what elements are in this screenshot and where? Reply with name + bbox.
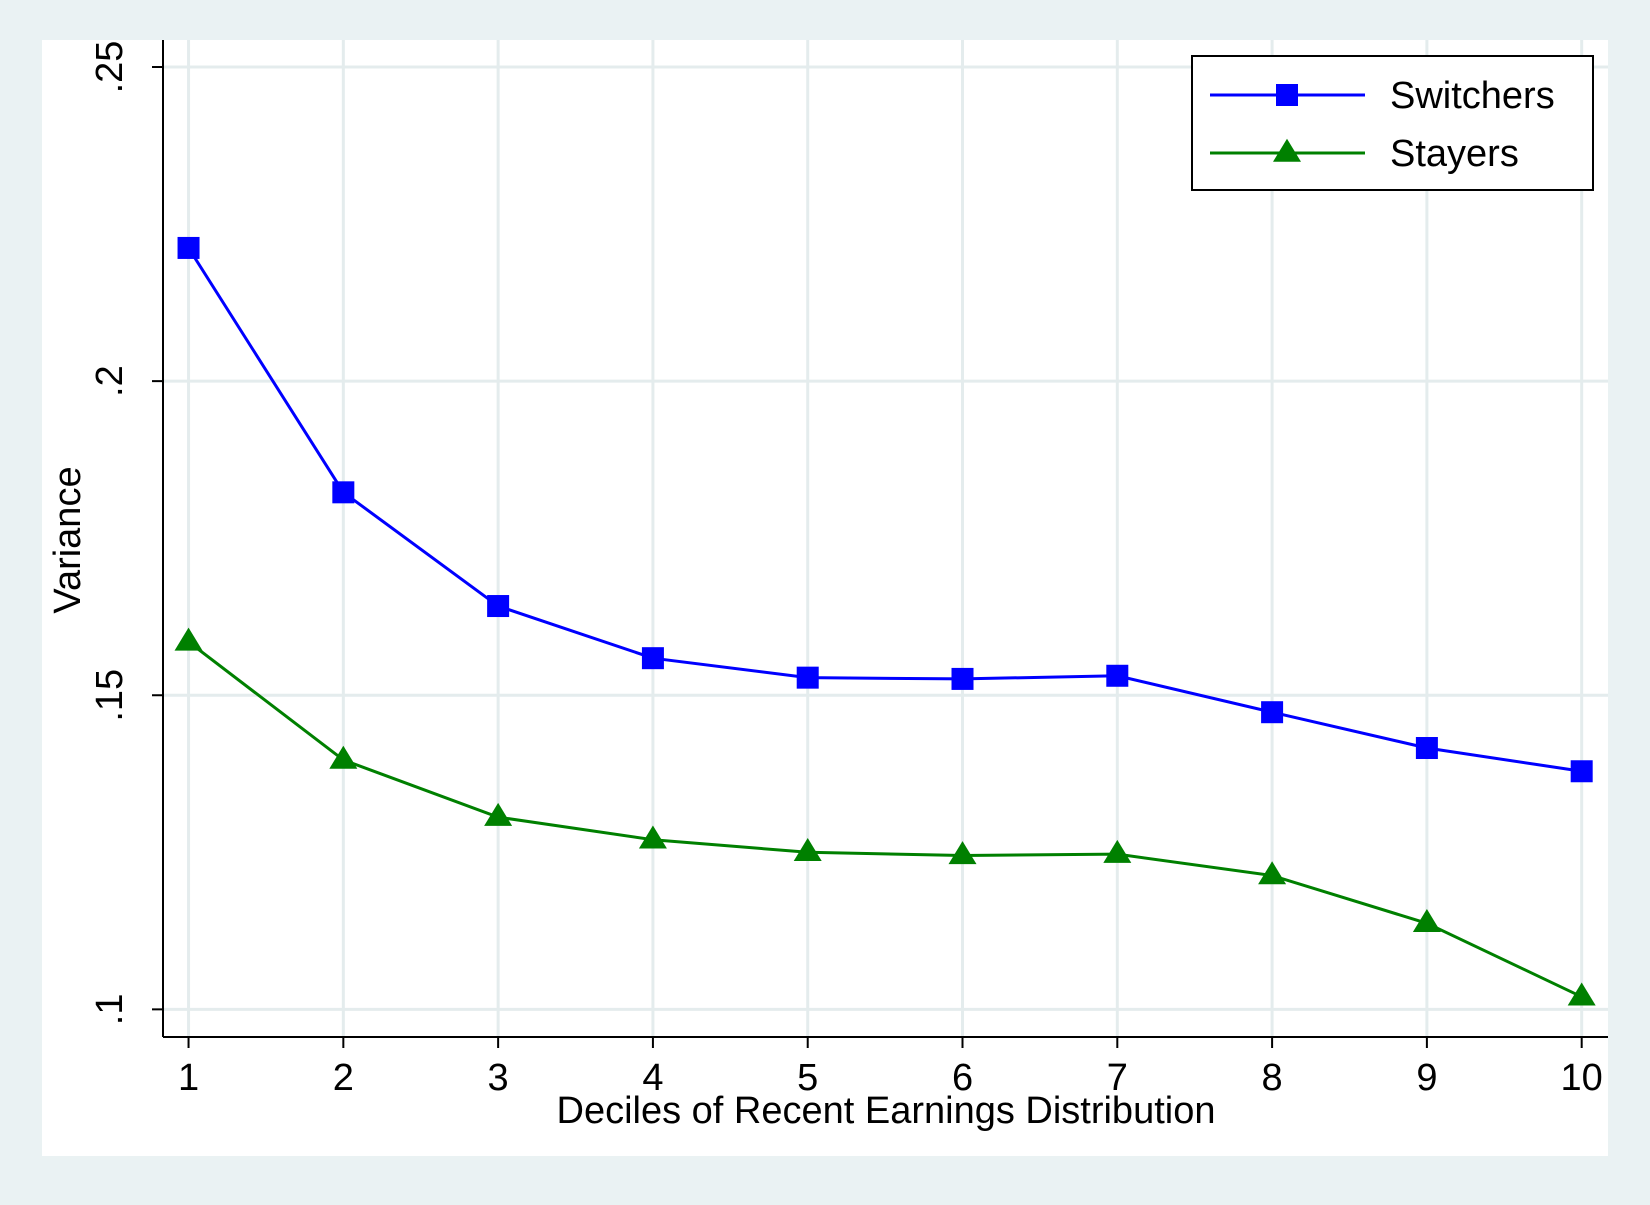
switchers-point-7 bbox=[1106, 664, 1129, 687]
stayers-point-1 bbox=[174, 627, 203, 651]
stayers-point-6 bbox=[948, 841, 977, 865]
grid-layer bbox=[163, 40, 1608, 1037]
y-tick-label-.15: .15 bbox=[89, 669, 131, 722]
axes-layer: 1 2 3 4 5 6 7 8 9 10 .1 .15 .2 .25 bbox=[89, 40, 1608, 1099]
x-tick-label-7: 7 bbox=[1107, 1057, 1128, 1099]
switchers-point-8 bbox=[1261, 701, 1284, 724]
legend-stayers-label: Stayers bbox=[1390, 133, 1519, 175]
x-tick-label-10: 10 bbox=[1561, 1057, 1603, 1099]
x-tick-label-2: 2 bbox=[333, 1057, 354, 1099]
legend-stayers-marker bbox=[1273, 138, 1301, 162]
stayers-point-2 bbox=[329, 745, 358, 769]
y-tick-label-.1: .1 bbox=[89, 994, 131, 1026]
figure-area bbox=[42, 40, 1608, 1156]
y-tick-label-.25: .25 bbox=[89, 41, 131, 94]
x-axis-title: Deciles of Recent Earnings Distribution bbox=[557, 1090, 1216, 1132]
stayers-point-7 bbox=[1103, 839, 1132, 863]
stayers-point-5 bbox=[793, 838, 822, 862]
x-tick-label-9: 9 bbox=[1416, 1057, 1437, 1099]
stayers-point-3 bbox=[484, 802, 513, 826]
y-axis-title: Variance bbox=[47, 466, 89, 613]
x-tick-label-5: 5 bbox=[797, 1057, 818, 1099]
x-tick-label-4: 4 bbox=[642, 1057, 663, 1099]
stayers-point-9 bbox=[1412, 909, 1441, 933]
switchers-point-4 bbox=[641, 647, 664, 670]
switchers-point-2 bbox=[332, 481, 355, 504]
switchers-point-6 bbox=[951, 667, 974, 690]
switchers-point-5 bbox=[796, 666, 819, 689]
legend-switchers-label: Switchers bbox=[1390, 75, 1555, 117]
switchers-point-1 bbox=[177, 236, 200, 259]
switchers-line bbox=[187, 247, 1582, 773]
x-tick-label-8: 8 bbox=[1262, 1057, 1283, 1099]
series-layer bbox=[174, 236, 1596, 1006]
stayers-point-4 bbox=[638, 825, 667, 849]
x-tick-label-6: 6 bbox=[952, 1057, 973, 1099]
x-tick-label-1: 1 bbox=[178, 1057, 199, 1099]
legend: Switchers Stayers bbox=[1191, 55, 1594, 191]
stayers-point-8 bbox=[1258, 861, 1287, 885]
y-tick-label-.2: .2 bbox=[89, 365, 131, 397]
switchers-point-10 bbox=[1570, 760, 1593, 783]
x-tick-label-3: 3 bbox=[488, 1057, 509, 1099]
switchers-point-3 bbox=[487, 595, 510, 618]
stayers-point-10 bbox=[1567, 982, 1596, 1006]
legend-switchers-marker bbox=[1276, 84, 1298, 106]
stayers-line bbox=[187, 640, 1583, 999]
switchers-point-9 bbox=[1415, 737, 1438, 760]
legend-box bbox=[1191, 55, 1594, 191]
